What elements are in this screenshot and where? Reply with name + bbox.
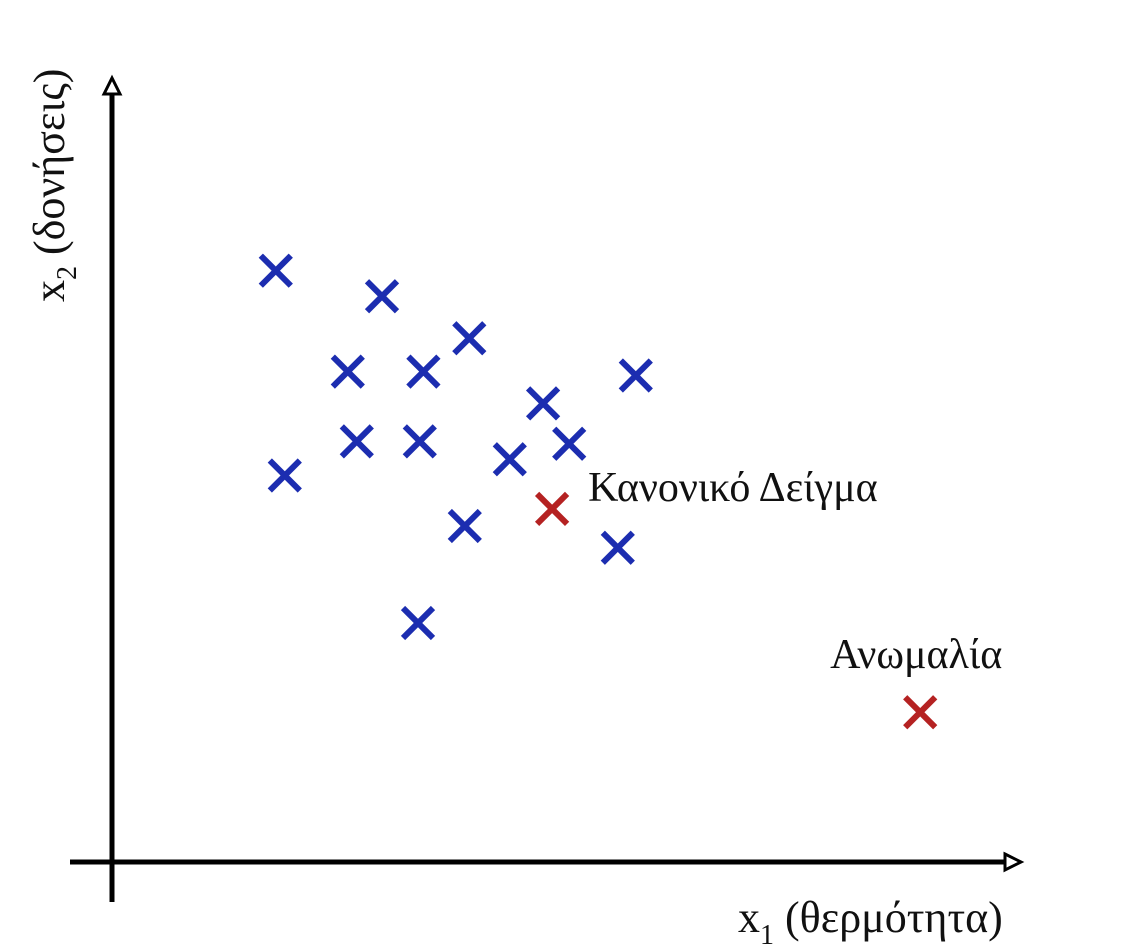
data-point-marker bbox=[330, 354, 365, 389]
data-point-marker bbox=[447, 508, 482, 544]
x-axis-arrow bbox=[1003, 851, 1025, 873]
data-point-marker bbox=[364, 279, 400, 314]
data-point-marker bbox=[402, 424, 437, 459]
y-axis-arrow bbox=[101, 74, 123, 96]
point-annotation: Ανωμαλία bbox=[830, 632, 1002, 678]
data-point-marker bbox=[400, 605, 436, 641]
point-annotation: Κανονικό Δείγμα bbox=[588, 465, 878, 511]
data-point-marker bbox=[525, 386, 561, 421]
data-point-marker bbox=[267, 458, 302, 493]
highlighted-point-marker bbox=[903, 695, 938, 730]
data-point-marker bbox=[452, 321, 487, 356]
data-point-marker bbox=[600, 530, 635, 565]
data-point-marker bbox=[492, 442, 527, 477]
data-point-marker bbox=[552, 426, 587, 461]
highlighted-point-marker bbox=[534, 491, 570, 527]
y-axis-label: x2 (δονήσεις) bbox=[25, 69, 83, 302]
point-labels: Κανονικό Δείγμα Ανωμαλία bbox=[588, 465, 1002, 678]
data-point-marker bbox=[618, 358, 653, 393]
data-point-marker bbox=[406, 354, 441, 389]
data-point-marker bbox=[258, 253, 293, 288]
data-point-marker bbox=[339, 424, 374, 459]
data-points bbox=[258, 253, 938, 730]
x-axis-label: x1 (θερμότητα) bbox=[738, 893, 1003, 946]
